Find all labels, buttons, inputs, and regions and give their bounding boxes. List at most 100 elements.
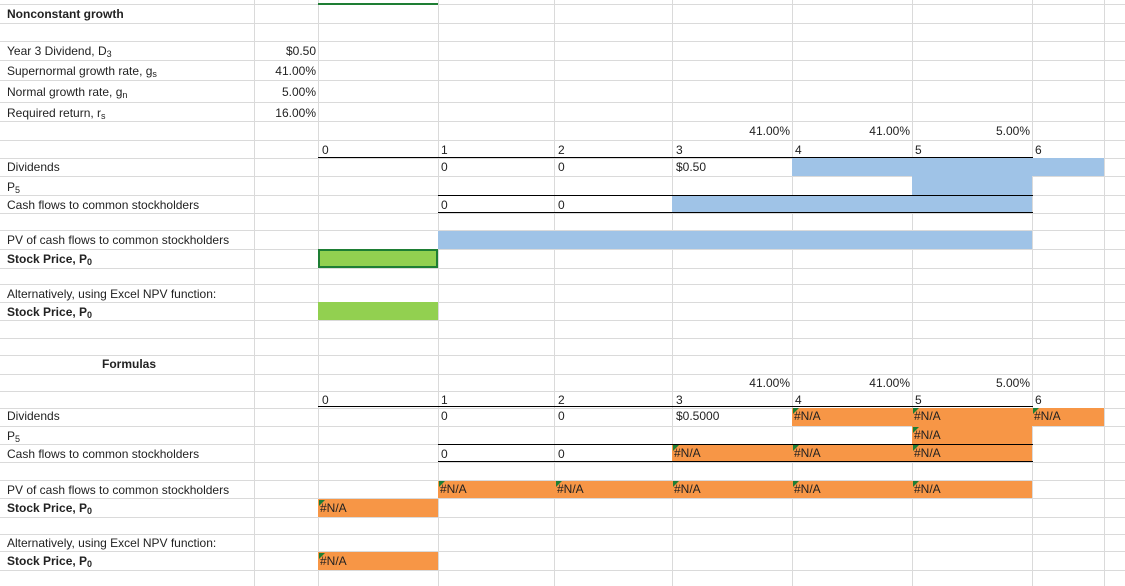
grid-row-line <box>0 249 1125 250</box>
formula-pv-error[interactable]: #N/A <box>914 482 941 496</box>
pv-label: PV of cash flows to common stockholders <box>7 233 230 247</box>
formula-cash-flow-cell[interactable]: 0 <box>441 447 448 461</box>
grid-row-line <box>0 158 1125 159</box>
input-value-rs[interactable]: 16.00% <box>275 106 316 120</box>
period-cell[interactable]: 2 <box>558 143 565 157</box>
formula-pv-error[interactable]: #N/A <box>674 482 701 496</box>
dividend-cell[interactable]: 0 <box>558 160 565 174</box>
formula-dividend-error[interactable]: #N/A <box>914 409 941 423</box>
input-highlight-pv[interactable] <box>438 231 1032 249</box>
cash-flow-cell[interactable]: 0 <box>441 198 448 212</box>
grid-row-line <box>0 41 1125 42</box>
grid-row-line <box>0 60 1125 61</box>
formula-pv-error-fill <box>438 481 1032 498</box>
input-highlight-dividends[interactable] <box>792 158 1104 176</box>
grid-column-line <box>912 0 913 586</box>
input-label-gn: Normal growth rate, gn <box>7 85 128 100</box>
grid-row-line <box>0 480 1125 481</box>
npv-stock-price-input[interactable] <box>318 302 438 320</box>
formula-pv-error[interactable]: #N/A <box>794 482 821 496</box>
grid-column-line <box>254 0 255 586</box>
rate-cell[interactable]: 41.00% <box>869 124 910 138</box>
formula-rate-cell[interactable]: 5.00% <box>995 376 1030 390</box>
rate-cell[interactable]: 5.00% <box>995 124 1030 138</box>
formula-dividend-error[interactable]: #N/A <box>1034 409 1061 423</box>
grid-row-line <box>0 80 1125 81</box>
input-value-gs[interactable]: 41.00% <box>275 64 316 78</box>
dividends-label: Dividends <box>7 160 60 174</box>
period-cell[interactable]: 3 <box>676 143 683 157</box>
period-cell[interactable]: 4 <box>795 143 802 157</box>
formula-cash-flows-label: Cash flows to common stockholders <box>7 447 200 461</box>
formula-cash-flow-error[interactable]: #N/A <box>674 446 701 460</box>
grid-row-line <box>0 391 1125 392</box>
period-cell[interactable]: 6 <box>1035 143 1042 157</box>
grid-row-line <box>0 534 1125 535</box>
error-marker-icon <box>913 408 919 414</box>
formula-cash-flow-error[interactable]: #N/A <box>914 446 941 460</box>
period-cell[interactable]: 0 <box>322 143 329 157</box>
formula-pv-error[interactable]: #N/A <box>557 482 584 496</box>
formula-cf-top-border <box>438 444 1033 445</box>
grid-row-line <box>0 498 1125 499</box>
grid-row-line <box>0 320 1125 321</box>
grid-column-line <box>792 0 793 586</box>
input-value-d3[interactable]: $0.50 <box>285 44 316 58</box>
grid-row-line <box>0 23 1125 24</box>
formula-dividend-cell[interactable]: $0.5000 <box>676 409 720 423</box>
dividend-cell[interactable]: $0.50 <box>676 160 707 174</box>
formula-period-cell[interactable]: 3 <box>676 393 683 407</box>
input-value-gn[interactable]: 5.00% <box>281 85 316 99</box>
formula-cf-bottom-border <box>438 461 1033 462</box>
stock-price-input[interactable] <box>318 249 438 268</box>
grid-row-line <box>0 268 1125 269</box>
input-label-rs: Required return, rs <box>7 106 106 121</box>
npv-stock-price-label: Stock Price, P0 <box>7 305 93 320</box>
formula-dividend-cell[interactable]: 0 <box>441 409 448 423</box>
cf-bottom-border <box>438 212 1033 213</box>
cf-top-border <box>438 195 1033 196</box>
rate-cell[interactable]: 41.00% <box>749 124 790 138</box>
dividend-cell[interactable]: 0 <box>441 160 448 174</box>
period-cell[interactable]: 1 <box>441 143 448 157</box>
error-marker-icon <box>439 481 445 487</box>
cash-flow-cell[interactable]: 0 <box>558 198 565 212</box>
formula-period-cell[interactable]: 2 <box>558 393 565 407</box>
formula-stock-price-fill <box>318 499 438 517</box>
formula-npv-price-error[interactable]: #N/A <box>320 554 347 568</box>
grid-row-line <box>0 176 1125 177</box>
error-marker-icon <box>319 553 325 559</box>
formula-period-cell[interactable]: 1 <box>441 393 448 407</box>
error-marker-icon <box>913 445 919 451</box>
grid-row-line <box>0 426 1125 427</box>
formula-alternatively-label: Alternatively, using Excel NPV function: <box>7 536 217 550</box>
formula-dividend-cell[interactable]: 0 <box>558 409 565 423</box>
grid-column-line <box>1104 0 1105 586</box>
formula-p5-error[interactable]: #N/A <box>914 428 941 442</box>
input-highlight-cf[interactable] <box>672 196 1032 212</box>
formula-period-cell[interactable]: 5 <box>915 393 922 407</box>
error-marker-icon <box>556 481 562 487</box>
formula-cash-flow-error[interactable]: #N/A <box>794 446 821 460</box>
input-highlight-p5[interactable] <box>912 176 1032 195</box>
formula-rate-cell[interactable]: 41.00% <box>749 376 790 390</box>
grid-row-line <box>0 121 1125 122</box>
formula-rate-cell[interactable]: 41.00% <box>869 376 910 390</box>
formula-period-cell[interactable]: 0 <box>322 393 329 407</box>
formula-period-cell[interactable]: 4 <box>795 393 802 407</box>
period-cell[interactable]: 5 <box>915 143 922 157</box>
formula-pv-error[interactable]: #N/A <box>440 482 467 496</box>
error-marker-icon <box>673 445 679 451</box>
error-marker-icon <box>793 481 799 487</box>
formula-dividend-error[interactable]: #N/A <box>794 409 821 423</box>
formula-dividend-error-fill <box>792 408 1104 426</box>
formula-period-cell[interactable]: 6 <box>1035 393 1042 407</box>
formula-cash-flow-cell[interactable]: 0 <box>558 447 565 461</box>
grid-column-line <box>318 0 319 586</box>
error-marker-icon <box>673 481 679 487</box>
formula-period-underline <box>318 406 1033 407</box>
input-label-gs: Supernormal growth rate, gs <box>7 64 157 79</box>
alternatively-label: Alternatively, using Excel NPV function: <box>7 287 217 301</box>
formula-stock-price-error[interactable]: #N/A <box>320 501 347 515</box>
